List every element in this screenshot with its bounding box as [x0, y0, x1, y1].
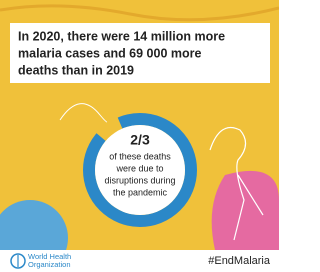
headline-line: malaria cases and 69 000 more [18, 46, 202, 60]
headline-line: In 2020, there were 14 million more [18, 29, 225, 43]
hashtag: #EndMalaria [208, 255, 271, 267]
infographic: In 2020, there were 14 million more mala… [0, 0, 279, 272]
center-line: disruptions during [104, 175, 175, 185]
center-line: the pandemic [113, 187, 168, 197]
fraction: 2/3 [130, 132, 150, 148]
headline-line: deaths than in 2019 [18, 63, 134, 77]
center-line: were due to [115, 163, 163, 173]
center-line: of these deaths [109, 151, 171, 161]
organization-line: Organization [28, 260, 71, 269]
decoration-shape [212, 171, 279, 250]
